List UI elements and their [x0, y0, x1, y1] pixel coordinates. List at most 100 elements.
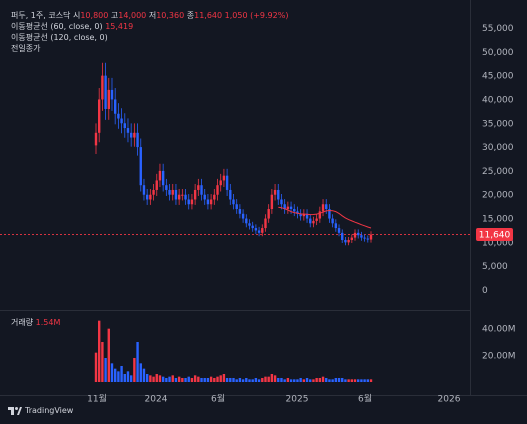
- candle-body: [225, 175, 229, 190]
- tradingview-brand[interactable]: TradingView: [8, 406, 73, 415]
- legend-volume[interactable]: 거래량 1.54M: [11, 318, 60, 328]
- candle-body: [366, 238, 370, 240]
- price-tick-label: 35,000: [482, 119, 514, 129]
- volume-bar: [286, 378, 290, 382]
- time-tick-label: 2026: [438, 395, 461, 405]
- legend-open-value: 10,800: [80, 11, 109, 20]
- candle-body: [283, 204, 286, 210]
- time-tick-label: 2024: [145, 395, 168, 405]
- candle-body: [158, 170, 162, 181]
- candle-body: [318, 211, 322, 219]
- volume-bar: [145, 374, 149, 382]
- volume-bar: [357, 379, 360, 382]
- time-tick-label: 6월: [211, 393, 225, 405]
- legend-ohlc: 퍼두, 1주, 코스닥 시10,800 고14,000 저10,360 종11,…: [11, 11, 288, 21]
- candle-body: [299, 213, 302, 217]
- volume-bar: [363, 379, 366, 382]
- candle-body: [363, 237, 366, 239]
- price-tick-label: 30,000: [482, 143, 514, 153]
- candle-body: [206, 199, 210, 205]
- volume-axis[interactable]: 40.00M 20.00M: [482, 325, 516, 362]
- volume-bar: [168, 376, 171, 382]
- candle-body: [190, 199, 194, 205]
- candle-body: [309, 218, 312, 224]
- candle-body: [213, 194, 216, 200]
- volume-bar: [190, 378, 194, 382]
- volume-bar: [110, 363, 114, 382]
- volume-bar: [158, 375, 162, 382]
- volume-bar: [193, 375, 197, 382]
- candle-body: [219, 180, 222, 186]
- legend-ma120[interactable]: 이동평균선 (120, close, 0): [11, 33, 108, 43]
- volume-bar: [347, 379, 350, 382]
- price-axis[interactable]: 55,000 50,000 45,000 40,000 35,000 30,000 25,0…: [482, 24, 514, 296]
- volume-bar: [165, 378, 168, 382]
- candle-body: [321, 204, 325, 212]
- legend-open-label: 시: [72, 11, 81, 20]
- candle-body: [293, 209, 296, 212]
- volume-bar: [219, 375, 222, 382]
- candle-body: [152, 189, 155, 195]
- volume-bar: [315, 378, 318, 382]
- volume-bar: [296, 379, 299, 382]
- time-axis[interactable]: 11월 2024 6월 2025 6월 2026: [87, 393, 461, 405]
- volume-bar: [126, 371, 130, 382]
- candle-body: [200, 185, 203, 195]
- legend-symbol[interactable]: 퍼두, 1주, 코스닥: [11, 11, 71, 20]
- volume-bar: [235, 379, 238, 382]
- volume-bar: [241, 379, 245, 382]
- candle-body: [238, 209, 242, 214]
- volume-bar: [177, 376, 181, 382]
- legend-ma60[interactable]: 이동평균선 (60, close, 0) 15,419: [11, 22, 133, 32]
- volume-bar: [305, 378, 309, 382]
- candle-body: [123, 123, 126, 129]
- candle-series: [94, 62, 373, 246]
- candle-body: [209, 199, 213, 205]
- candle-body: [305, 213, 309, 219]
- candle-body: [171, 189, 174, 195]
- volume-bar: [325, 378, 328, 382]
- legend-ma120-label: 이동평균선 (120, close, 0): [11, 33, 108, 42]
- volume-bar: [149, 375, 152, 382]
- volume-bar: [203, 378, 206, 382]
- candle-body: [110, 89, 114, 100]
- volume-bar: [254, 378, 258, 382]
- candle-body: [328, 209, 331, 219]
- volume-bar: [264, 376, 267, 382]
- candle-body: [222, 175, 226, 181]
- legend-close-label: 종: [186, 11, 195, 20]
- volume-bar: [120, 366, 123, 382]
- volume-bar: [321, 376, 325, 382]
- price-tick-label: 25,000: [482, 167, 514, 177]
- volume-bar: [261, 378, 264, 382]
- candle-body: [341, 232, 344, 240]
- volume-bar: [222, 374, 226, 382]
- volume-bar: [94, 352, 98, 382]
- candle-body: [104, 75, 107, 109]
- last-price-badge: 11,640: [476, 228, 513, 242]
- candle-body: [248, 223, 251, 226]
- volume-bar: [161, 376, 165, 382]
- candle-body: [235, 204, 238, 210]
- candle-body: [139, 147, 142, 186]
- volume-tick-label: 40.00M: [482, 325, 516, 335]
- volume-bar: [197, 376, 200, 382]
- candle-body: [177, 194, 181, 200]
- legend-prev-close[interactable]: 전일종가: [11, 44, 40, 54]
- volume-bar: [229, 378, 232, 382]
- candle-body: [174, 189, 178, 200]
- legend-ma60-label: 이동평균선 (60, close, 0): [11, 22, 103, 31]
- volume-bar: [133, 358, 136, 382]
- candle-body: [369, 234, 373, 240]
- volume-bar: [283, 379, 286, 382]
- candle-body: [94, 132, 98, 146]
- volume-bar: [209, 376, 213, 382]
- candle-body: [254, 228, 258, 231]
- candle-body: [280, 199, 283, 205]
- volume-bar: [101, 342, 104, 382]
- candle-body: [350, 237, 354, 240]
- candle-body: [273, 189, 277, 195]
- candle-body: [97, 99, 101, 133]
